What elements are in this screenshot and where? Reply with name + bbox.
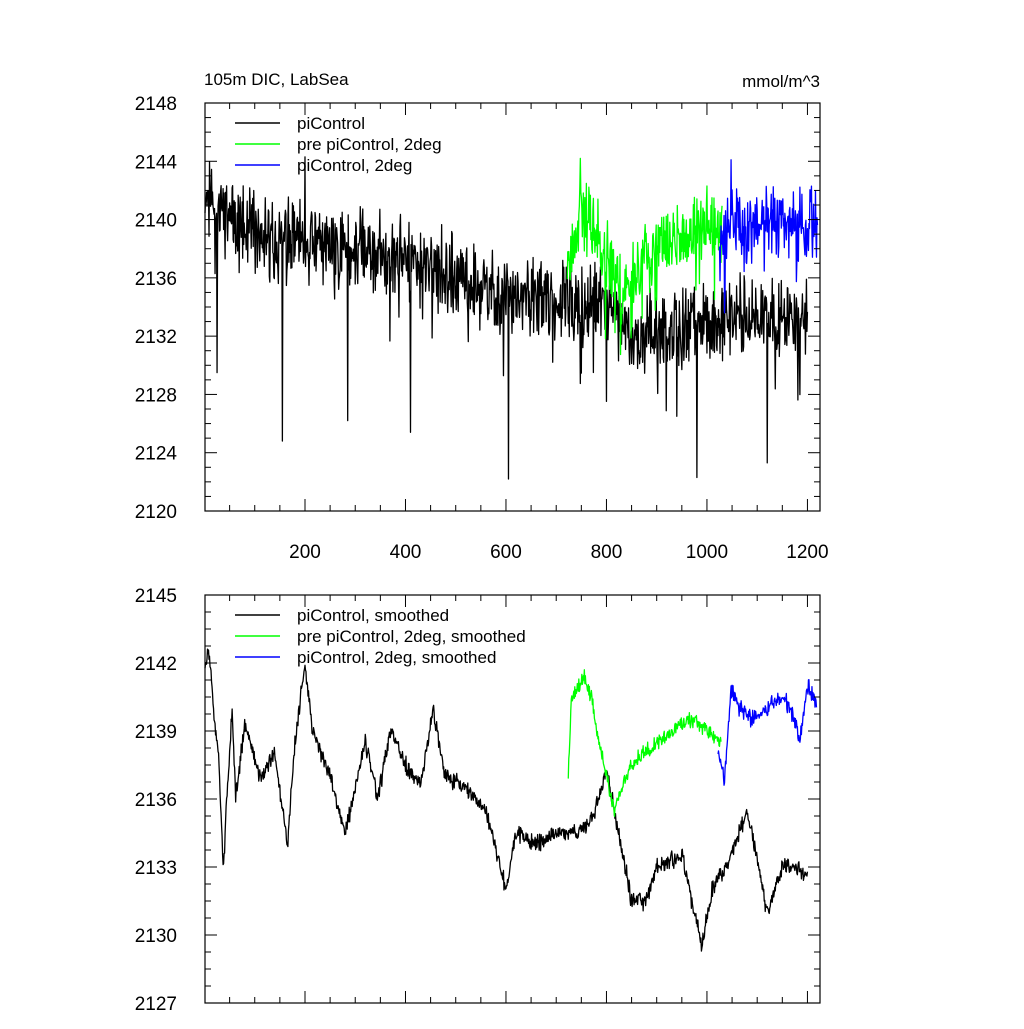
top-panel: 105m DIC, LabSea mmol/m^3 21202124212821… [135, 70, 829, 563]
series-line-bottom-1 [567, 669, 722, 818]
top-panel-axes: 2120 2124 2128 2132 2136 2140 2144 2148 200 400 60… [135, 94, 829, 563]
x-tick-label: 1200 [786, 542, 828, 563]
top-panel-title: 105m DIC, LabSea [204, 70, 349, 89]
legend-label: piControl [297, 114, 365, 133]
x-tick-label: 800 [591, 542, 623, 563]
y-tick-label: 2142 [135, 654, 177, 675]
series-line-top-2 [718, 159, 819, 314]
series-line-top-1 [566, 157, 723, 356]
bottom-panel: 2127 2130 2133 2136 2139 2142 2145 piControl, … [135, 586, 821, 1015]
y-tick-label: 2139 [135, 722, 177, 743]
top-panel-legend: piControl pre piControl, 2deg piControl, 2… [235, 114, 442, 175]
series-line-bottom-2 [717, 678, 818, 786]
y-tick-label: 2120 [135, 502, 177, 523]
series-line-top-0 [204, 156, 809, 480]
y-tick-label: 2132 [135, 327, 177, 348]
top-panel-series-group [204, 156, 819, 480]
top-panel-units: mmol/m^3 [742, 72, 820, 91]
bottom-panel-legend: piControl, smoothed pre piControl, 2deg, … [235, 606, 526, 667]
y-tick-label: 2140 [135, 211, 177, 232]
y-tick-label: 2128 [135, 385, 177, 406]
legend-label: piControl, 2deg, smoothed [297, 648, 496, 667]
legend-label: piControl, smoothed [297, 606, 449, 625]
y-tick-label: 2127 [135, 994, 177, 1015]
y-tick-label: 2136 [135, 269, 177, 290]
y-tick-label: 2148 [135, 94, 177, 115]
y-tick-label: 2145 [135, 586, 177, 607]
x-tick-label: 1000 [686, 542, 728, 563]
y-tick-label: 2130 [135, 926, 177, 947]
x-tick-label: 400 [390, 542, 422, 563]
y-tick-label: 2124 [135, 444, 178, 465]
x-tick-label: 600 [490, 542, 522, 563]
series-line-bottom-0 [204, 648, 809, 952]
y-tick-label: 2133 [135, 858, 177, 879]
legend-label: piControl, 2deg [297, 156, 412, 175]
bottom-panel-axes: 2127 2130 2133 2136 2139 2142 2145 [135, 586, 821, 1015]
legend-label: pre piControl, 2deg, smoothed [297, 627, 526, 646]
y-tick-label: 2136 [135, 790, 177, 811]
legend-label: pre piControl, 2deg [297, 135, 442, 154]
y-tick-label: 2144 [135, 152, 178, 173]
x-tick-label: 200 [289, 542, 321, 563]
bottom-panel-series-group [204, 648, 818, 952]
